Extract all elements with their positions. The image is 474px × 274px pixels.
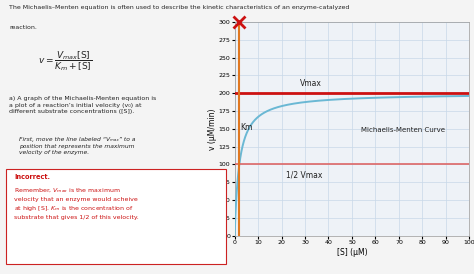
Text: First, move the line labeled “Vₘₐₓ” to a
position that represents the maximum
ve: First, move the line labeled “Vₘₐₓ” to a… <box>19 137 135 155</box>
Text: Incorrect.: Incorrect. <box>14 174 50 180</box>
Text: reaction.: reaction. <box>9 25 37 30</box>
Text: The Michaelis–Menten equation is often used to describe the kinetic characterist: The Michaelis–Menten equation is often u… <box>9 5 350 10</box>
FancyBboxPatch shape <box>6 169 227 264</box>
Text: Michaelis-Menten Curve: Michaelis-Menten Curve <box>361 127 446 133</box>
Text: 1/2 Vmax: 1/2 Vmax <box>286 170 323 179</box>
Y-axis label: v (μM/min): v (μM/min) <box>208 108 217 150</box>
X-axis label: [S] (μM): [S] (μM) <box>337 248 367 256</box>
Text: Km: Km <box>240 123 253 132</box>
Text: Remember, $V_{max}$ is the maximum
velocity that an enzyme would acheive
at high: Remember, $V_{max}$ is the maximum veloc… <box>14 186 139 220</box>
Text: $v=\dfrac{V_{max}[\mathrm{S}]}{K_{m}+[\mathrm{S}]}$: $v=\dfrac{V_{max}[\mathrm{S}]}{K_{m}+[\m… <box>38 49 93 73</box>
Text: a) A graph of the Michaelis-Menten equation is
a plot of a reaction’s initial ve: a) A graph of the Michaelis-Menten equat… <box>9 96 156 114</box>
Text: Vmax: Vmax <box>301 79 322 88</box>
